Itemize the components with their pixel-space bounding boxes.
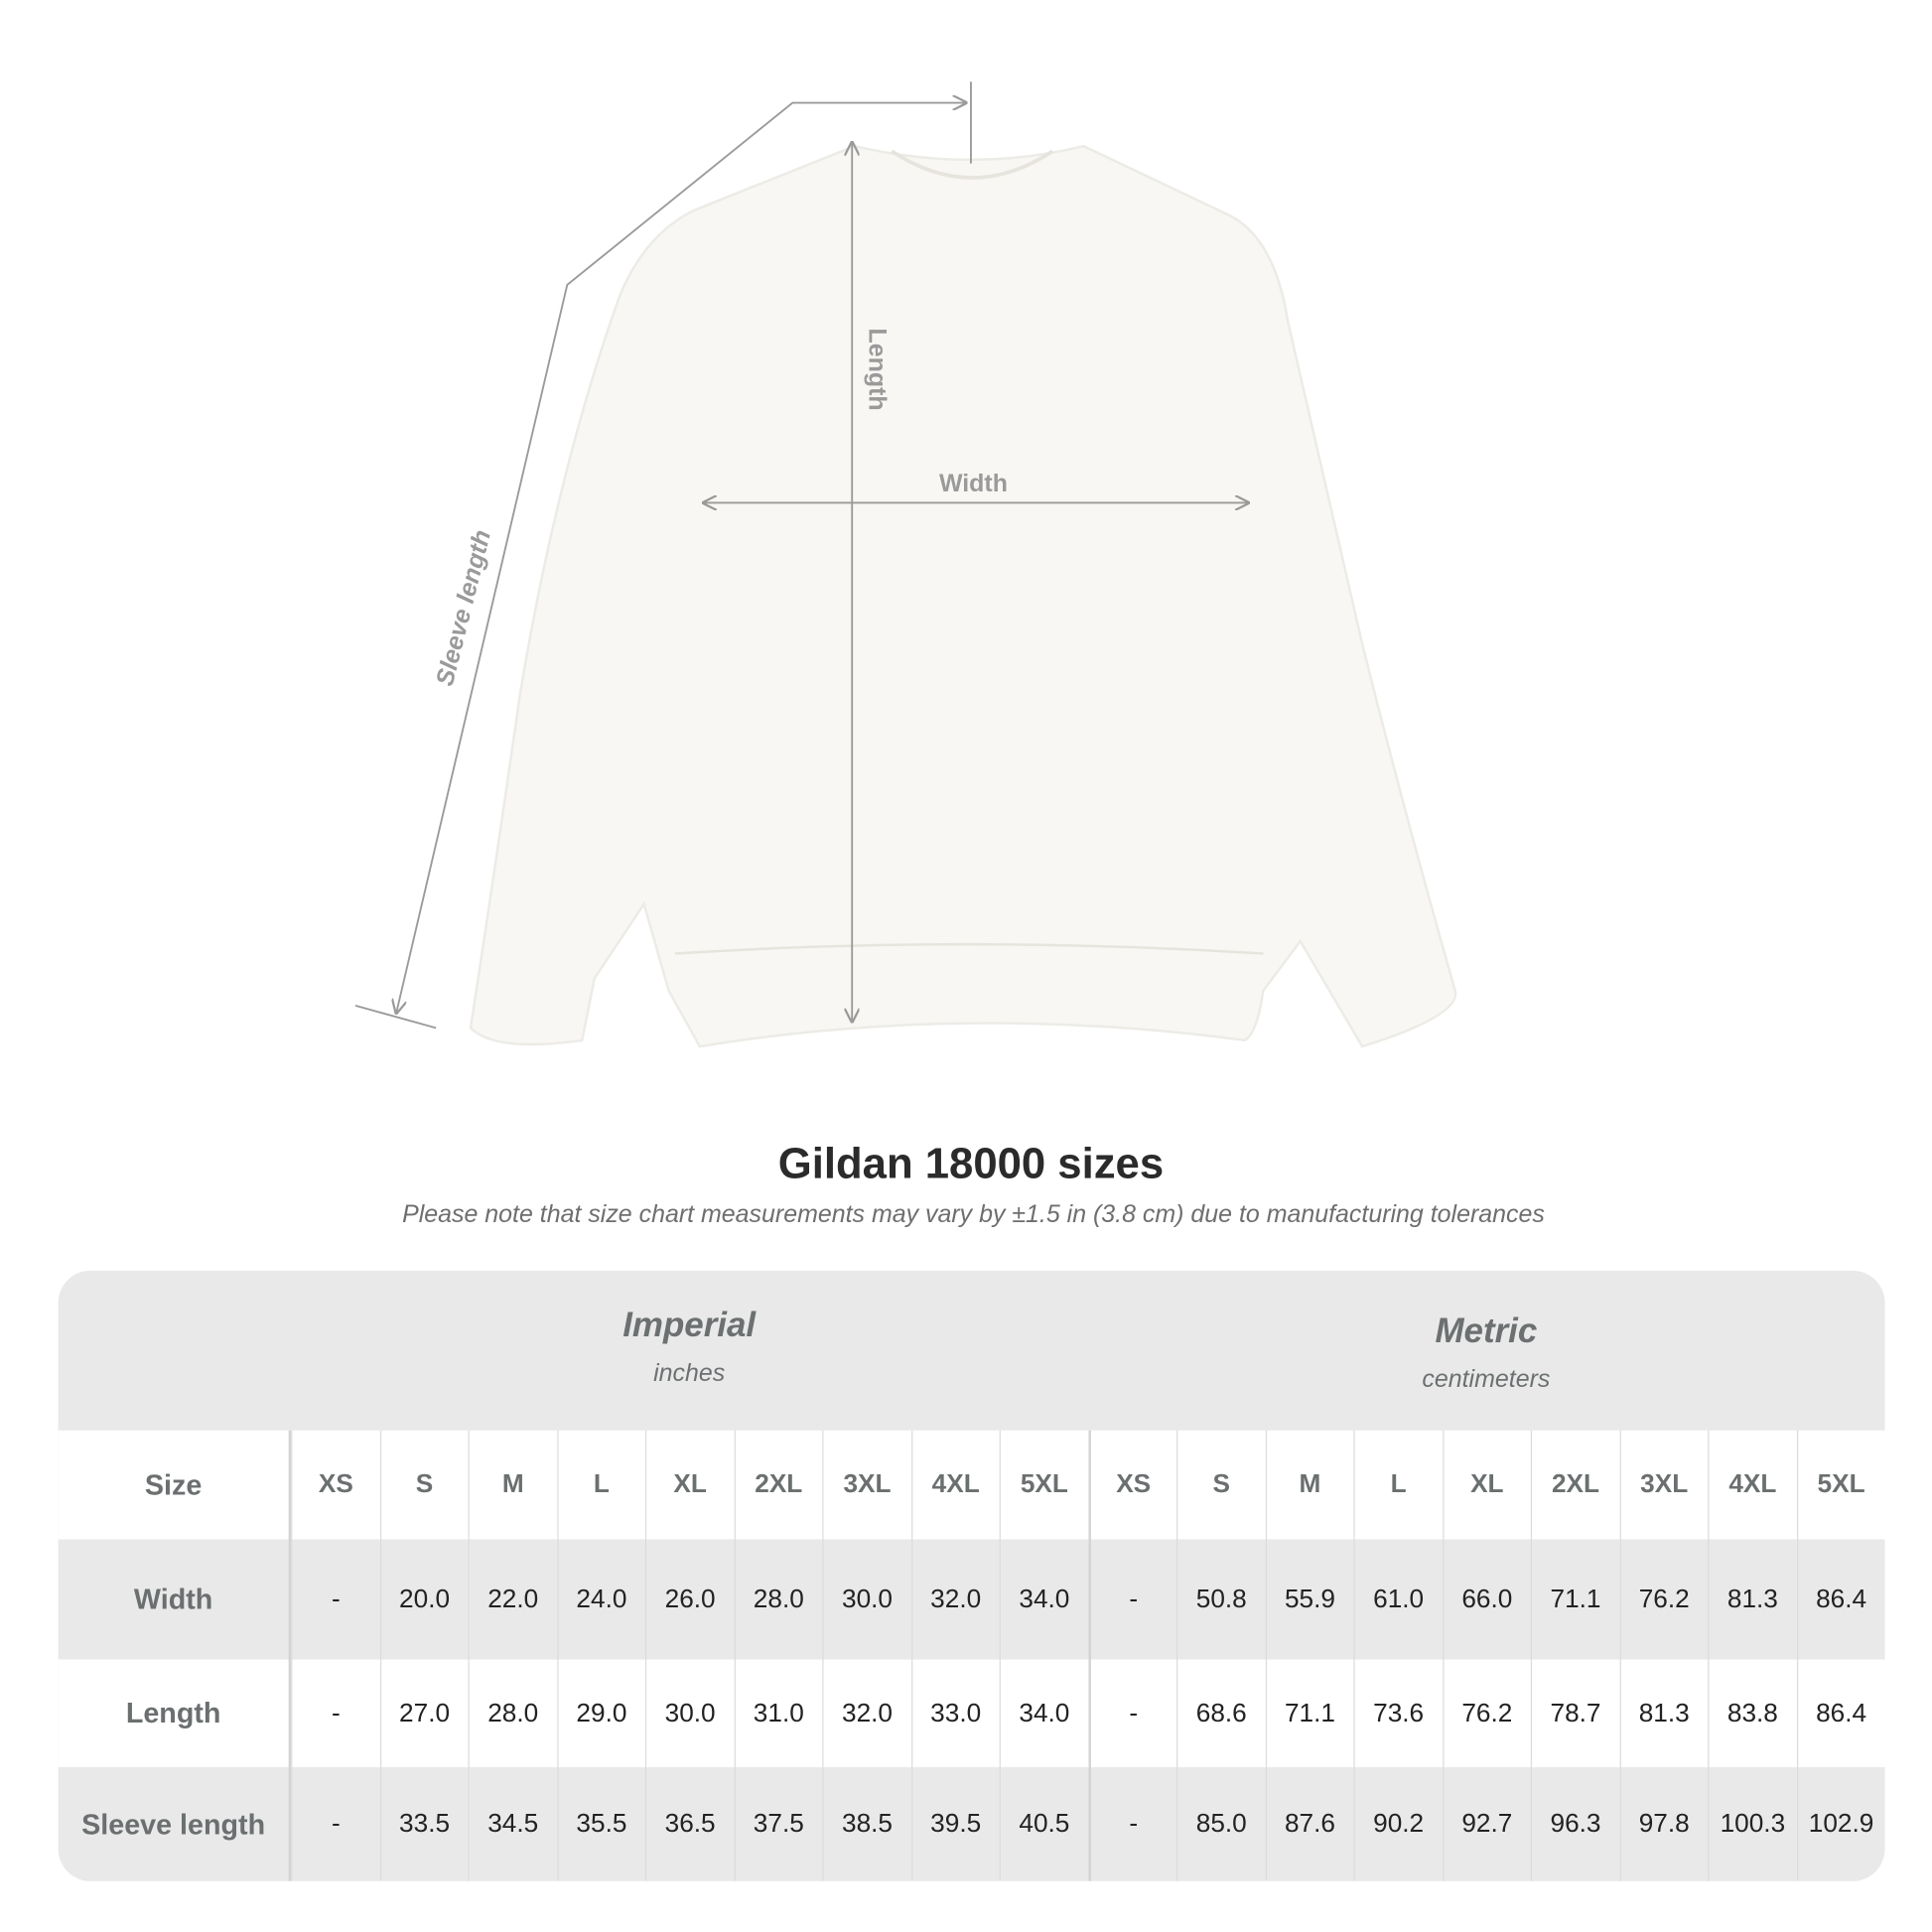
imperial-value-cell: 38.5 <box>822 1767 910 1881</box>
imperial-value-cell: 32.0 <box>910 1539 999 1660</box>
metric-size-4xl: 4XL <box>1708 1430 1796 1540</box>
metric-value-cell: 90.2 <box>1353 1767 1442 1881</box>
metric-size-xs: XS <box>1087 1430 1176 1540</box>
imperial-size-m: M <box>468 1430 557 1540</box>
imperial-value-cell: 31.0 <box>734 1659 822 1768</box>
metric-size-l: L <box>1353 1430 1442 1540</box>
metric-value-cell: 50.8 <box>1176 1539 1265 1660</box>
imperial-value-cell: 39.5 <box>910 1767 999 1881</box>
imperial-value-cell: - <box>291 1539 379 1660</box>
metric-size-m: M <box>1265 1430 1353 1540</box>
imperial-value-cell: 27.0 <box>379 1659 468 1768</box>
imperial-value-cell: 34.5 <box>468 1767 557 1881</box>
metric-value-cell: 55.9 <box>1265 1539 1353 1660</box>
table-row: Length -27.0 28.0 29.0 30.0 31.0 32.0 33.0 34.0-… <box>58 1659 1885 1768</box>
sweatshirt-illustration: Length Width Sleeve length <box>354 81 1457 1048</box>
size-header-row: Size XS S M L XL 2XL 3XL 4XL 5XL XS S M L XL 2XL 3XL 4XL 5… <box>58 1430 1885 1540</box>
metric-value-cell: 76.2 <box>1442 1659 1531 1768</box>
metric-value-cell: 71.1 <box>1265 1659 1353 1768</box>
table-row: Width -20.0 22.0 24.0 26.0 28.0 30.0 32.0 34.0-5… <box>59 1539 1885 1660</box>
row-label: Length <box>59 1659 292 1768</box>
imperial-size-xs: XS <box>291 1430 379 1540</box>
metric-unit: centimeters <box>1422 1365 1551 1394</box>
imperial-value-cell: 24.0 <box>556 1539 645 1660</box>
imperial-label: Imperial <box>622 1305 757 1344</box>
table-row: Sleeve length -33.5 34.5 35.5 36.5 37.5 38.5 39… <box>59 1767 1885 1881</box>
row-label: Sleeve length <box>59 1767 292 1881</box>
metric-value-cell: 73.6 <box>1353 1659 1442 1768</box>
imperial-header: Imperial inches <box>291 1306 1087 1389</box>
imperial-value-cell: 20.0 <box>379 1539 468 1660</box>
metric-label: Metric <box>1435 1311 1538 1350</box>
size-table: Imperial inches Metric centimeters Size X… <box>58 1270 1885 1881</box>
imperial-unit: inches <box>653 1359 726 1388</box>
metric-value-cell: 81.3 <box>1618 1659 1708 1768</box>
metric-value-cell: 100.3 <box>1708 1767 1796 1881</box>
imperial-value-cell: 22.0 <box>468 1539 557 1660</box>
metric-value-cell: 85.0 <box>1176 1767 1265 1881</box>
metric-value-cell: - <box>1087 1659 1176 1768</box>
metric-value-cell: 66.0 <box>1442 1539 1531 1660</box>
sleeve-length-line <box>396 103 966 1014</box>
imperial-size-2xl: 2XL <box>734 1430 822 1540</box>
sleeve-tick-bottom <box>354 1004 437 1030</box>
sweatshirt-body <box>469 144 1457 1048</box>
imperial-size-l: L <box>556 1430 645 1540</box>
imperial-size-4xl: 4XL <box>910 1430 999 1540</box>
page-title: Gildan 18000 sizes <box>777 1139 1165 1188</box>
imperial-value-cell: 32.0 <box>822 1659 910 1768</box>
imperial-value-cell: 33.5 <box>379 1767 468 1881</box>
imperial-value-cell: - <box>291 1767 379 1881</box>
metric-value-cell: 97.8 <box>1618 1767 1708 1881</box>
metric-value-cell: 68.6 <box>1176 1659 1265 1768</box>
imperial-value-cell: 29.0 <box>556 1659 645 1768</box>
metric-size-3xl: 3XL <box>1618 1430 1708 1540</box>
imperial-value-cell: 34.0 <box>999 1659 1088 1768</box>
metric-value-cell: 71.1 <box>1530 1539 1619 1660</box>
metric-size-xl: XL <box>1442 1430 1531 1540</box>
metric-value-cell: 86.4 <box>1796 1539 1884 1660</box>
imperial-value-cell: 30.0 <box>644 1659 734 1768</box>
metric-value-cell: 96.3 <box>1530 1767 1619 1881</box>
imperial-value-cell: - <box>291 1659 379 1768</box>
metric-value-cell: 61.0 <box>1353 1539 1442 1660</box>
imperial-size-s: S <box>379 1430 468 1540</box>
imperial-value-cell: 26.0 <box>644 1539 734 1660</box>
imperial-value-cell: 30.0 <box>822 1539 910 1660</box>
sleeve-length-label: Sleeve length <box>431 527 496 689</box>
metric-value-cell: - <box>1087 1767 1176 1881</box>
metric-value-cell: 81.3 <box>1708 1539 1796 1660</box>
metric-value-cell: 78.7 <box>1530 1659 1619 1768</box>
metric-value-cell: 83.8 <box>1708 1659 1796 1768</box>
imperial-value-cell: 36.5 <box>644 1767 734 1881</box>
metric-size-s: S <box>1176 1430 1265 1540</box>
imperial-value-cell: 33.0 <box>910 1659 999 1768</box>
metric-size-5xl: 5XL <box>1796 1430 1884 1540</box>
imperial-value-cell: 28.0 <box>468 1659 557 1768</box>
metric-value-cell: 86.4 <box>1796 1659 1884 1768</box>
length-label: Length <box>864 329 892 411</box>
width-label: Width <box>939 470 1008 497</box>
metric-value-cell: - <box>1087 1539 1176 1660</box>
tolerance-note: Please note that size chart measurements… <box>402 1200 1545 1229</box>
row-label: Width <box>59 1539 292 1660</box>
metric-size-2xl: 2XL <box>1530 1430 1619 1540</box>
metric-value-cell: 102.9 <box>1796 1767 1884 1881</box>
metric-header: Metric centimeters <box>1087 1311 1884 1395</box>
imperial-value-cell: 34.0 <box>999 1539 1088 1660</box>
metric-value-cell: 76.2 <box>1618 1539 1708 1660</box>
metric-value-cell: 92.7 <box>1442 1767 1531 1881</box>
imperial-value-cell: 37.5 <box>734 1767 822 1881</box>
imperial-value-cell: 28.0 <box>734 1539 822 1660</box>
imperial-value-cell: 35.5 <box>556 1767 645 1881</box>
imperial-value-cell: 40.5 <box>999 1767 1088 1881</box>
metric-value-cell: 87.6 <box>1265 1767 1353 1881</box>
imperial-size-3xl: 3XL <box>822 1430 910 1540</box>
imperial-size-5xl: 5XL <box>999 1430 1088 1540</box>
size-label: Size <box>59 1430 292 1540</box>
imperial-size-xl: XL <box>644 1430 734 1540</box>
